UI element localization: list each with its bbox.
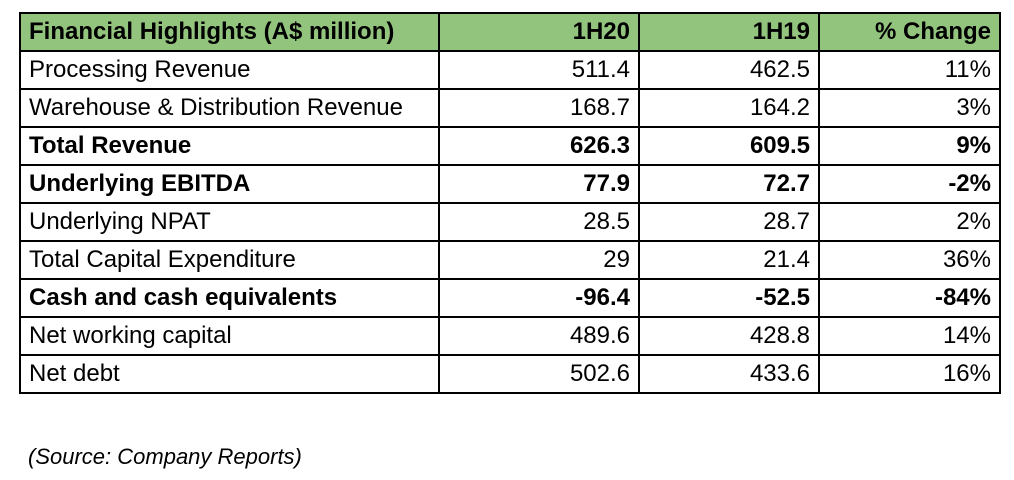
cell-1h19: 428.8 — [638, 316, 820, 356]
cell-1h20: 28.5 — [438, 202, 640, 242]
table-row: Net working capital 489.6 428.8 14% — [19, 316, 1001, 356]
cell-1h19: 21.4 — [638, 240, 820, 280]
row-label: Underlying EBITDA — [19, 164, 440, 204]
row-label: Net working capital — [19, 316, 440, 356]
table-row: Underlying NPAT 28.5 28.7 2% — [19, 202, 1001, 242]
cell-1h20: 29 — [438, 240, 640, 280]
table-row: Underlying EBITDA 77.9 72.7 -2% — [19, 164, 1001, 204]
header-change: % Change — [818, 12, 1001, 52]
cell-change: 11% — [818, 50, 1001, 90]
cell-change: 14% — [818, 316, 1001, 356]
cell-1h19: 462.5 — [638, 50, 820, 90]
cell-change: 9% — [818, 126, 1001, 166]
table-row: Cash and cash equivalents -96.4 -52.5 -8… — [19, 278, 1001, 318]
cell-change: 2% — [818, 202, 1001, 242]
cell-1h20: 626.3 — [438, 126, 640, 166]
cell-1h20: 511.4 — [438, 50, 640, 90]
cell-1h19: 28.7 — [638, 202, 820, 242]
table-row: Processing Revenue 511.4 462.5 11% — [19, 50, 1001, 90]
table-row: Warehouse & Distribution Revenue 168.7 1… — [19, 88, 1001, 128]
header-metric: Financial Highlights (A$ million) — [19, 12, 440, 52]
financial-highlights-table: Financial Highlights (A$ million) 1H20 1… — [19, 12, 1001, 394]
cell-1h20: 489.6 — [438, 316, 640, 356]
cell-change: -2% — [818, 164, 1001, 204]
cell-change: 16% — [818, 354, 1001, 394]
source-note: (Source: Company Reports) — [28, 444, 302, 469]
cell-1h20: -96.4 — [438, 278, 640, 318]
cell-change: 3% — [818, 88, 1001, 128]
row-label: Warehouse & Distribution Revenue — [19, 88, 440, 128]
cell-1h19: -52.5 — [638, 278, 820, 318]
table-row: Net debt 502.6 433.6 16% — [19, 354, 1001, 394]
cell-1h20: 502.6 — [438, 354, 640, 394]
row-label: Net debt — [19, 354, 440, 394]
header-1h20: 1H20 — [438, 12, 640, 52]
row-label: Cash and cash equivalents — [19, 278, 440, 318]
cell-1h20: 168.7 — [438, 88, 640, 128]
cell-change: 36% — [818, 240, 1001, 280]
header-1h19: 1H19 — [638, 12, 820, 52]
cell-change: -84% — [818, 278, 1001, 318]
row-label: Total Revenue — [19, 126, 440, 166]
cell-1h20: 77.9 — [438, 164, 640, 204]
row-label: Processing Revenue — [19, 50, 440, 90]
cell-1h19: 433.6 — [638, 354, 820, 394]
table-header-row: Financial Highlights (A$ million) 1H20 1… — [19, 12, 1001, 52]
cell-1h19: 164.2 — [638, 88, 820, 128]
table-row: Total Capital Expenditure 29 21.4 36% — [19, 240, 1001, 280]
row-label: Underlying NPAT — [19, 202, 440, 242]
cell-1h19: 72.7 — [638, 164, 820, 204]
row-label: Total Capital Expenditure — [19, 240, 440, 280]
table-row: Total Revenue 626.3 609.5 9% — [19, 126, 1001, 166]
cell-1h19: 609.5 — [638, 126, 820, 166]
